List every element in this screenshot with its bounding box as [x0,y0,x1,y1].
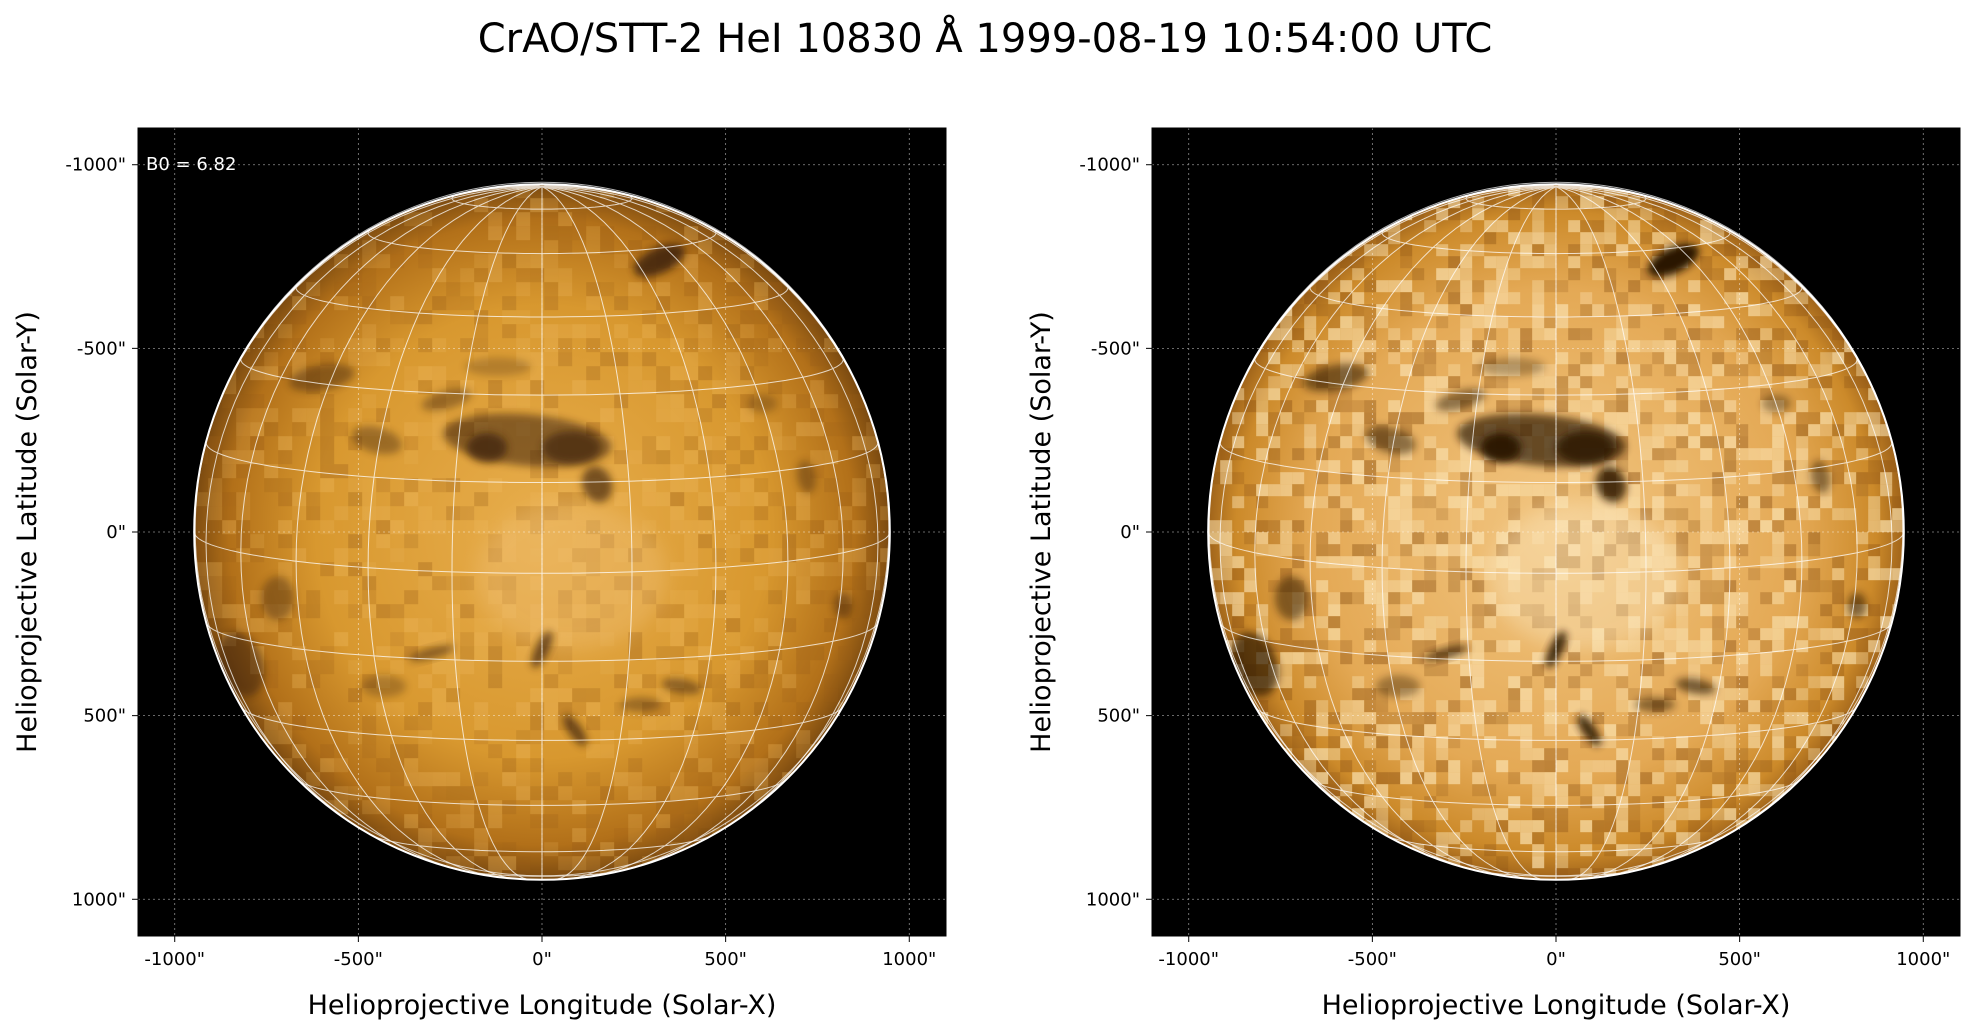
dark-feature [620,697,662,712]
y-tick-label: -500" [77,338,126,359]
grid-line [1555,186,1803,877]
y-tick-label: -1000" [1079,155,1140,176]
dark-feature [1435,388,1486,411]
right-sun-panel: -1000" -500" 0" 500" 1000" 1000" 500" 0" -500" -1… [1026,127,1961,1021]
b0-annotation: B0 = 6.82 [146,154,236,175]
dark-feature [1376,675,1421,698]
dark-feature [1577,714,1601,746]
dark-feature [796,460,816,494]
dark-feature [408,645,455,662]
solar-limb-outer [194,181,890,877]
grid-line [1381,186,1557,880]
grid-line [541,186,844,872]
dark-feature [581,466,613,503]
y-axis-label: Helioprojective Latitude (Solar-Y) [12,311,43,753]
grid-line [1309,186,1557,877]
x-tick-label: -500" [1348,949,1397,970]
y-tick-label: 500" [83,706,126,727]
dark-features [217,243,853,746]
dark-feature [289,363,355,392]
grid-line [1555,186,1858,872]
dark-feature [1303,363,1369,392]
dark-feature [833,592,853,619]
disk-texture [1208,184,1904,880]
y-tick-label: -1000" [65,155,126,176]
dark-feature [1480,432,1522,463]
grid-line [367,186,543,880]
x-axis-label: Helioprojective Longitude (Solar-X) [308,990,777,1021]
dark-feature [362,675,407,698]
y-tick-label: 1000" [1086,889,1140,910]
y-tick-label: 500" [1097,706,1140,727]
grid-line [1254,186,1557,872]
dark-feature [1810,460,1830,494]
grid-line [541,186,789,877]
x-axis-label: Helioprojective Longitude (Solar-X) [1322,990,1791,1021]
y-tick-label: -500" [1091,338,1140,359]
dark-feature [466,432,508,463]
dark-feature [351,426,402,455]
dark-feature [563,714,587,746]
x-tick-label: -1000" [1158,949,1219,970]
y-tick-label: 0" [1120,522,1140,543]
x-tick-label: 1000" [1896,949,1950,970]
grid-line [1465,186,1557,880]
dark-feature [1847,592,1867,619]
dark-feature [1634,697,1676,712]
grid-line [541,186,633,880]
dark-feature [1275,576,1309,621]
x-tick-label: 500" [704,949,747,970]
dark-feature [1595,466,1627,503]
dark-feature [542,431,601,465]
grid-line [240,186,543,872]
dark-feature [464,357,531,376]
dark-feature [1422,645,1469,662]
y-tick-label: 1000" [72,889,126,910]
x-tick-label: 1000" [882,949,936,970]
x-tick-label: 0" [532,949,552,970]
dark-feature [1365,426,1416,455]
grid-line [541,186,717,880]
y-axis-label: Helioprojective Latitude (Solar-Y) [1026,311,1057,753]
x-tick-label: -1000" [144,949,205,970]
dark-feature [421,388,472,411]
dark-feature [633,243,686,277]
x-tick-label: 500" [1718,949,1761,970]
y-tick-label: 0" [106,522,126,543]
figure-title: CrAO/STT-2 HeI 10830 Å 1999-08-19 10:54:… [478,14,1493,62]
grid-line [1555,186,1731,880]
x-tick-label: 0" [1546,949,1566,970]
dark-features [1231,243,1867,746]
dark-feature [1647,243,1700,277]
dark-feature [661,678,702,695]
dark-feature [1675,678,1716,695]
dark-feature [1478,357,1545,376]
dark-feature [261,576,295,621]
x-tick-label: -500" [334,949,383,970]
grid-line [1555,186,1647,880]
grid-line [295,186,543,877]
grid-line [451,186,543,880]
left-sun-panel: -1000" -500" 0" 500" 1000" 1000" 500" 0" -500" -1… [12,127,947,1021]
solar-limb-outer [1208,181,1904,877]
dark-feature [1556,431,1615,465]
